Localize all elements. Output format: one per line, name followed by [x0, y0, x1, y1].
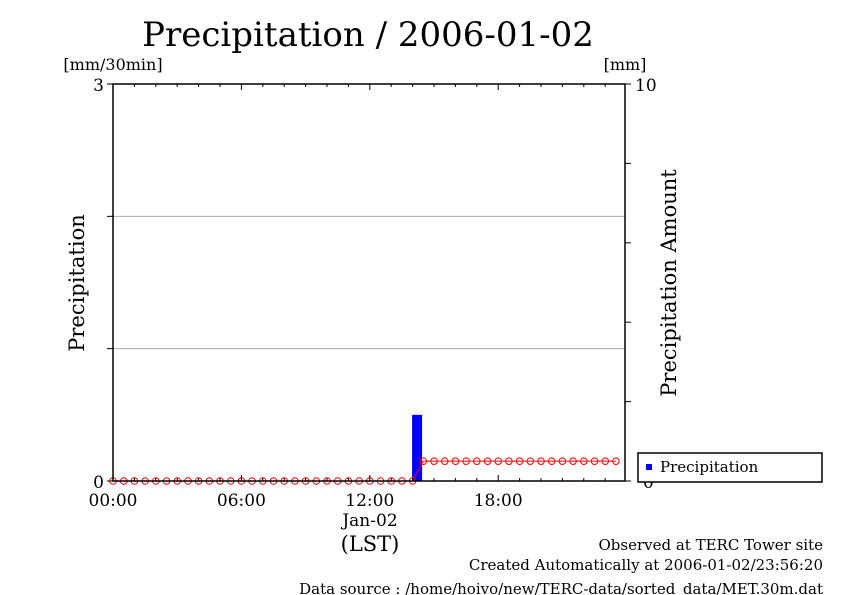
- x-tick-label: 18:00: [474, 491, 523, 511]
- y-tick-label-bottom: 0: [93, 473, 104, 493]
- chart-title: Precipitation / 2006-01-02: [142, 15, 594, 55]
- amount-point: [590, 457, 599, 465]
- legend-swatch: [646, 464, 652, 470]
- amount-point: [526, 457, 535, 465]
- amount-point: [580, 457, 588, 465]
- x-tick-label: 00:00: [89, 491, 138, 511]
- x-tick-label: 06:00: [217, 491, 266, 511]
- footer-created: Created Automatically at 2006-01-02/23:5…: [469, 556, 823, 574]
- amount-point: [569, 457, 577, 465]
- amount-point: [601, 457, 610, 465]
- legend: Precipitation: [637, 452, 823, 483]
- axis-ticks: [107, 83, 631, 482]
- y2-axis-unit: [mm]: [604, 55, 647, 74]
- amount-point: [483, 457, 492, 465]
- amount-point: [505, 457, 513, 465]
- amount-point: [494, 457, 503, 465]
- footer-source: Data source : /home/hoivo/new/TERC-data/…: [299, 580, 823, 595]
- x-tick-label: 12:00: [345, 491, 394, 511]
- amount-point: [515, 457, 524, 465]
- bar: [412, 414, 423, 481]
- amount-point: [462, 457, 470, 465]
- y2-tick-label-bottom: 0: [643, 473, 654, 493]
- footer-site: Observed at TERC Tower site: [598, 536, 823, 554]
- plot-frame: [112, 83, 626, 482]
- amount-point: [547, 457, 556, 465]
- y-tick-label-top: 3: [93, 76, 104, 96]
- y2-tick-label-top: 10: [635, 76, 657, 96]
- legend-label: Precipitation: [660, 458, 759, 476]
- amount-point: [451, 457, 460, 465]
- x-date-label: Jan-02: [340, 511, 397, 531]
- gridlines: [113, 215, 625, 350]
- amount-point: [558, 457, 567, 465]
- y2-axis-label: Precipitation Amount: [657, 169, 681, 397]
- y-axis-label: Precipitation: [65, 214, 89, 352]
- amount-point: [473, 457, 481, 465]
- legend-box: [637, 452, 823, 483]
- amount-point: [440, 457, 449, 465]
- y-axis-unit: [mm/30min]: [63, 55, 162, 74]
- bar-series: [412, 414, 423, 481]
- x-tick-labels: 00:00 06:00 12:00 18:00: [89, 491, 523, 511]
- amount-point: [419, 457, 428, 465]
- amount-point: [430, 457, 438, 465]
- amount-point: [537, 457, 545, 465]
- x-zone-label: (LST): [341, 532, 400, 556]
- amount-point: [612, 457, 620, 465]
